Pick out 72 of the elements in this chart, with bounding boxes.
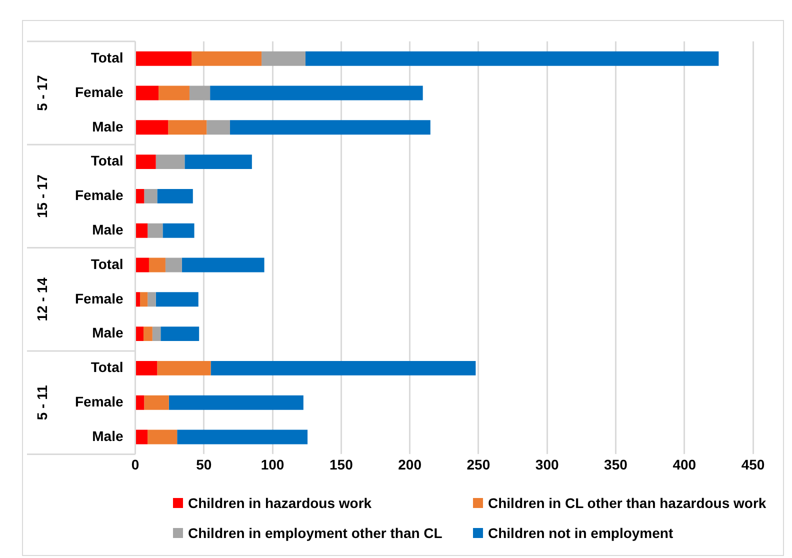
legend-label: Children in hazardous work	[188, 495, 372, 511]
bar	[184, 154, 252, 170]
bar	[136, 86, 159, 100]
x-tick-label: 250	[466, 456, 490, 472]
bar	[136, 292, 140, 307]
x-tick-label: 0	[131, 456, 140, 472]
y-tick-label: Male	[92, 118, 124, 134]
x-tick-label: 300	[535, 456, 559, 472]
bar	[148, 430, 178, 444]
bar	[210, 86, 423, 100]
bar	[182, 258, 264, 272]
bar	[136, 258, 149, 272]
x-tick-label: 50	[196, 456, 212, 472]
bar	[189, 86, 210, 100]
text: 15 - 17	[34, 174, 50, 218]
bar	[230, 120, 430, 135]
bar	[305, 51, 719, 66]
bar	[136, 430, 148, 444]
legend-label: Children not in employment	[488, 525, 674, 541]
y-tick-label: Male	[92, 428, 124, 444]
bar	[148, 223, 163, 238]
bar	[177, 430, 308, 444]
bar	[136, 395, 144, 410]
bar	[162, 223, 194, 238]
y-tick-label: Total	[90, 359, 124, 376]
bar	[143, 326, 152, 342]
bar	[210, 360, 476, 376]
bar	[148, 258, 166, 272]
text: 5 - 11	[34, 384, 50, 420]
bar	[136, 51, 192, 66]
y-tick-label: Female	[75, 393, 124, 410]
bar	[157, 188, 193, 204]
y-tick-label: Female	[75, 84, 124, 100]
y-tick-label: Male	[92, 324, 124, 341]
bar	[136, 120, 168, 135]
legend-label: Children in employment other than CL	[188, 525, 442, 541]
x-tick-label: 350	[604, 456, 628, 472]
bar	[136, 326, 144, 342]
bar	[144, 188, 158, 204]
bar	[192, 51, 262, 66]
x-tick-label: 100	[260, 456, 284, 472]
bar	[160, 326, 200, 342]
bar	[262, 51, 306, 66]
x-tick-label: 150	[329, 456, 354, 472]
legend-label: Children in CL other than hazardous work	[488, 495, 766, 511]
text: 12 - 14	[34, 277, 50, 322]
bar	[168, 120, 207, 135]
bar	[144, 395, 169, 410]
bar	[156, 292, 198, 307]
bar	[206, 120, 230, 135]
y-tick-label: Male	[92, 221, 124, 238]
y-tick-label: Female	[75, 290, 124, 306]
bar	[168, 395, 304, 410]
bar	[136, 188, 144, 204]
y-tick-label: Total	[90, 49, 124, 66]
y-tick-label: Total	[90, 152, 124, 169]
bar	[157, 360, 211, 376]
bar	[148, 292, 156, 307]
bar	[136, 223, 148, 238]
bar	[156, 154, 185, 170]
bar	[165, 258, 182, 272]
y-tick-label: Female	[75, 187, 124, 204]
y-tick-label: Total	[90, 256, 124, 272]
bar	[152, 326, 161, 342]
x-tick-label: 400	[672, 456, 696, 472]
bar	[136, 154, 156, 170]
bar	[158, 86, 190, 100]
bar	[136, 360, 158, 376]
x-tick-label: 200	[398, 456, 422, 472]
bar	[140, 292, 148, 307]
x-tick-label: 450	[741, 456, 765, 472]
text: 5 - 17	[34, 74, 50, 111]
